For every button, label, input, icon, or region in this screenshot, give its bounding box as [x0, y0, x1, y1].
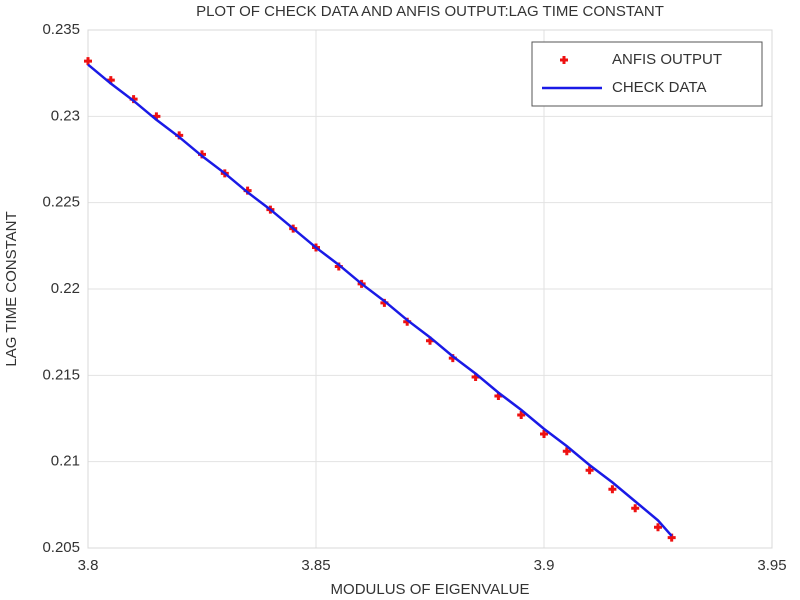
plot-frame — [87, 29, 773, 549]
x-tick-label: 3.9 — [534, 557, 555, 574]
anfis-point — [654, 523, 662, 532]
legend-label: ANFIS OUTPUT — [612, 51, 722, 68]
x-tick-label: 3.8 — [78, 557, 99, 574]
y-tick-label: 0.215 — [42, 366, 80, 383]
anfis-point — [517, 411, 526, 420]
y-tick-label: 0.23 — [51, 107, 80, 124]
y-tick-label: 0.21 — [51, 453, 80, 470]
check-line — [87, 63, 673, 537]
y-tick-label: 0.22 — [51, 280, 80, 297]
y-tick-label: 0.235 — [42, 21, 80, 38]
anfis-point — [631, 504, 640, 513]
x-tick-label: 3.95 — [757, 557, 786, 574]
y-tick-label: 0.225 — [42, 194, 80, 211]
legend-box — [531, 41, 763, 107]
legend-label: CHECK DATA — [612, 79, 706, 96]
y-axis-label: LAG TIME CONSTANT — [3, 211, 20, 366]
x-tick-label: 3.85 — [301, 557, 330, 574]
anfis-point — [84, 57, 92, 66]
anfis-point — [540, 430, 548, 439]
x-axis-label: MODULUS OF EIGENVALUE — [331, 581, 530, 598]
legend-marker — [560, 56, 568, 64]
chart-title: PLOT OF CHECK DATA AND ANFIS OUTPUT:LAG … — [196, 3, 664, 20]
anfis-point — [608, 485, 617, 494]
anfis-point — [562, 447, 571, 456]
y-tick-label: 0.205 — [42, 539, 80, 556]
anfis-point — [585, 466, 594, 475]
